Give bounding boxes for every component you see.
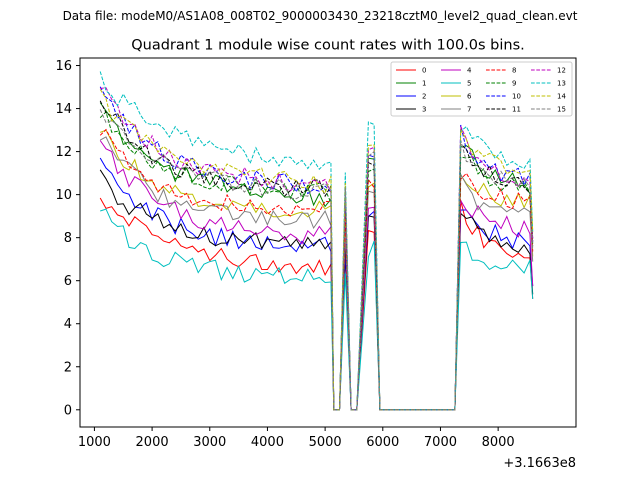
series-line-0 [99, 197, 534, 411]
x-offset-label: +3.1663e8 [503, 456, 576, 471]
legend-label-13: 13 [557, 80, 566, 88]
series-line-15 [99, 109, 534, 411]
y-tick-label: 0 [64, 403, 72, 418]
legend-label-10: 10 [512, 93, 521, 101]
y-tick-label: 2 [64, 360, 72, 375]
legend-label-1: 1 [422, 80, 426, 88]
x-tick-label: 7000 [424, 435, 457, 450]
legend-label-12: 12 [557, 67, 566, 75]
x-tick-label: 6000 [366, 435, 399, 450]
legend-label-4: 4 [467, 67, 472, 75]
x-tick-label: 5000 [309, 435, 342, 450]
series-line-5 [100, 208, 534, 411]
legend-label-11: 11 [512, 106, 521, 114]
series-line-7 [99, 136, 534, 411]
y-tick-label: 6 [64, 274, 72, 289]
legend-label-15: 15 [557, 106, 566, 114]
legend-label-8: 8 [512, 67, 516, 75]
legend-label-7: 7 [467, 106, 471, 114]
x-tick-label: 2000 [136, 435, 169, 450]
legend-label-9: 9 [512, 80, 516, 88]
series-line-14 [99, 89, 534, 411]
suptitle: Data file: modeM0/AS1A08_008T02_90000034… [63, 9, 578, 23]
y-tick-label: 12 [55, 145, 72, 160]
y-tick-label: 10 [55, 188, 72, 203]
chart-title: Quadrant 1 module wise count rates with … [131, 38, 525, 54]
legend-label-14: 14 [557, 93, 566, 101]
x-tick-label: 4000 [251, 435, 284, 450]
y-tick-label: 8 [64, 231, 72, 246]
y-tick-label: 14 [55, 102, 72, 117]
series-line-8 [99, 128, 534, 411]
series-line-12 [100, 87, 534, 411]
legend-label-5: 5 [467, 80, 471, 88]
y-axis: 0 2 4 6 8 10 12 14 16 [55, 59, 80, 418]
y-tick-label: 4 [64, 317, 72, 332]
y-tick-label: 16 [55, 59, 72, 74]
legend-box [390, 61, 573, 117]
series-line-4 [99, 140, 534, 411]
legend-label-3: 3 [422, 106, 426, 114]
axes-frame [79, 57, 577, 428]
series-line-3 [99, 169, 534, 411]
x-tick-label: 8000 [482, 435, 515, 450]
legend-label-6: 6 [467, 93, 472, 101]
series-line-9 [99, 110, 534, 411]
plot-lines [99, 71, 534, 411]
legend-label-0: 0 [422, 67, 426, 75]
x-tick-label: 1000 [78, 435, 111, 450]
legend-label-2: 2 [422, 93, 426, 101]
series-line-10 [99, 86, 534, 411]
series-line-11 [99, 100, 534, 411]
x-axis: 1000 2000 3000 4000 5000 6000 7000 8000 [78, 427, 515, 450]
series-line-13 [99, 71, 534, 411]
x-tick-label: 3000 [193, 435, 226, 450]
